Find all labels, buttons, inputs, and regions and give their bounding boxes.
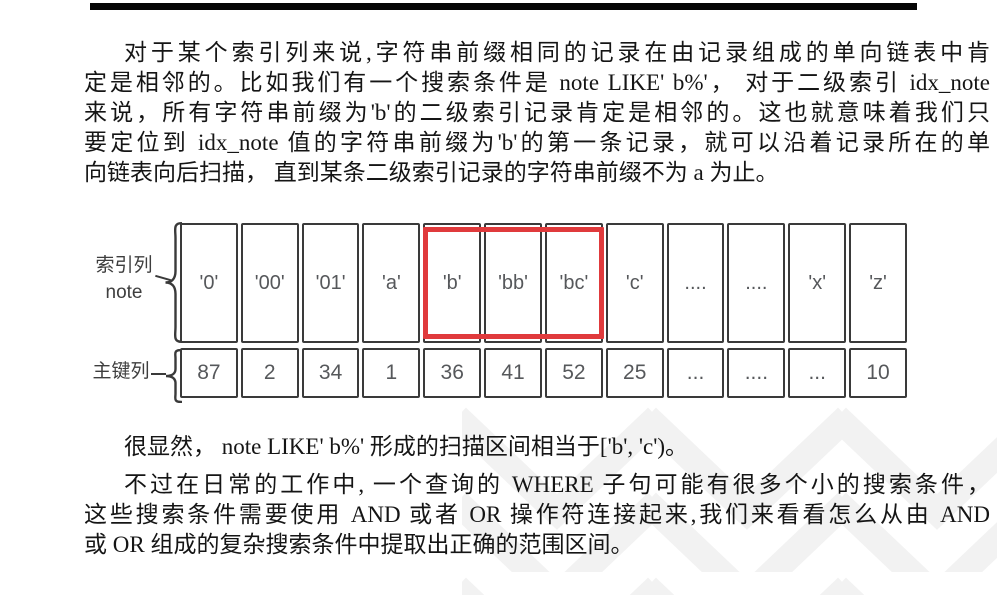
text-line: 来说，所有字符串前缀为'b'的二级索引记录肯定是相邻的。这也就意味着我们只 bbox=[84, 100, 990, 125]
index-cell: 'x' bbox=[788, 223, 847, 343]
index-column-label: 索引列 note bbox=[86, 252, 162, 306]
paragraph-where-clause: 不过在日常的工作中, 一个查询的 WHERE 子句可能有很多个小的搜索条件， 这… bbox=[84, 470, 990, 560]
text-line: 对于某个索引列来说,字符串前缀相同的记录在由记录组成的单向链表中肯 bbox=[124, 40, 990, 65]
text-line: 要定位到 idx_note 值的字符串前缀为'b'的第一条记录，就可以沿着记录所… bbox=[84, 130, 990, 155]
pk-column-label: 主键列 bbox=[92, 361, 150, 382]
pk-cell: ... bbox=[788, 348, 847, 398]
pk-cell: 25 bbox=[605, 348, 664, 398]
top-rule bbox=[90, 3, 917, 10]
pk-cell: .... bbox=[727, 348, 786, 398]
index-cell: '01' bbox=[301, 223, 360, 343]
index-cell: .... bbox=[666, 223, 725, 343]
index-column-label-line1: 索引列 bbox=[95, 255, 153, 276]
curly-brace-icon bbox=[165, 222, 182, 343]
index-cell: 'b' bbox=[423, 223, 482, 343]
index-column-label-line2: note bbox=[105, 282, 143, 303]
text-line: 定是相邻的。比如我们有一个搜索条件是 note LIKE' b%'， 对于二级索… bbox=[84, 70, 990, 95]
index-cell: 'bc' bbox=[544, 223, 603, 343]
chevron-watermark-icon bbox=[462, 402, 997, 595]
pk-cell: 10 bbox=[849, 348, 907, 398]
pk-cell: 2 bbox=[240, 348, 299, 398]
text-line: 这些搜索条件需要使用 AND 或者 OR 操作符连接起来,我们来看看怎么从由 A… bbox=[84, 502, 990, 527]
text-line: 向链表向后扫描， 直到某条二级索引记录的字符串前缀不为 a 为止。 bbox=[84, 160, 779, 185]
curly-brace-icon bbox=[165, 349, 182, 403]
pk-cell: 41 bbox=[484, 348, 542, 398]
index-cell: 'z' bbox=[849, 223, 907, 343]
index-cell: 'a' bbox=[362, 223, 421, 343]
pk-row: 87 2 34 1 36 41 52 25 ... .... ... 10 bbox=[180, 348, 907, 398]
index-cell: '00' bbox=[240, 223, 299, 343]
highlight-box bbox=[423, 227, 604, 339]
pk-cell: 87 bbox=[180, 348, 238, 398]
index-cell: 'c' bbox=[605, 223, 664, 343]
pk-cell: ... bbox=[666, 348, 725, 398]
text-line: 很显然， note LIKE' b%' 形成的扫描区间相当于['b', 'c')… bbox=[124, 434, 689, 459]
text-line: 或 OR 组成的复杂搜索条件中提取出正确的范围区间。 bbox=[84, 532, 634, 557]
pk-cell: 36 bbox=[423, 348, 482, 398]
index-row: '0' '00' '01' 'a' 'b' 'bb' 'bc' 'c' ....… bbox=[180, 223, 907, 343]
text-line: 不过在日常的工作中, 一个查询的 WHERE 子句可能有很多个小的搜索条件， bbox=[124, 472, 990, 497]
paragraph-scan-interval: 很显然， note LIKE' b%' 形成的扫描区间相当于['b', 'c')… bbox=[84, 432, 990, 462]
pk-cell: 1 bbox=[362, 348, 421, 398]
pk-cell: 34 bbox=[301, 348, 360, 398]
paragraph-intro: 对于某个索引列来说,字符串前缀相同的记录在由记录组成的单向链表中肯 定是相邻的。… bbox=[84, 38, 990, 188]
index-cell: 'bb' bbox=[484, 223, 542, 343]
label-connector bbox=[151, 373, 166, 376]
pk-cell: 52 bbox=[544, 348, 603, 398]
index-cell: '0' bbox=[180, 223, 238, 343]
index-cell: .... bbox=[727, 223, 786, 343]
